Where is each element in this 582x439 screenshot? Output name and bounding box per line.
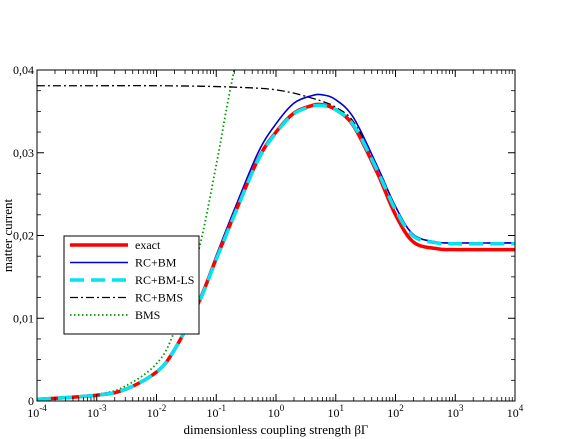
x-tick-label: 102 [387, 403, 404, 420]
x-tick-label: 103 [447, 403, 464, 420]
legend-label: RC+BM [135, 256, 177, 270]
x-tick-label: 10-3 [87, 403, 107, 420]
x-tick-label: 10-4 [27, 403, 47, 420]
series-layer [37, 70, 515, 401]
legend-box [63, 235, 200, 335]
x-tick-label: 101 [328, 403, 345, 420]
legend-label: RC+BMS [135, 291, 183, 305]
series-line-rc-bm-ls [37, 103, 515, 401]
x-tick-label: 104 [507, 403, 524, 420]
y-tick-label: 0,02 [13, 229, 34, 243]
x-tick-label: 10-1 [207, 403, 227, 420]
axes-layer: 10-4 10-3 10-2 10-1 100 101 102 103 104 0 0,01 0,02… [13, 63, 524, 420]
y-tick-label: 0,03 [13, 146, 34, 160]
x-tick-label: 10-2 [147, 403, 167, 420]
legend: exact RC+BM RC+BM-LS RC+BMS BMS [63, 235, 200, 335]
x-axis-label: dimensionless coupling strength βΓ [184, 422, 369, 437]
series-line-bms [37, 70, 236, 401]
y-tick-label: 0,01 [13, 311, 34, 325]
legend-label: exact [135, 238, 161, 252]
legend-label: RC+BM-LS [135, 273, 194, 287]
legend-label: BMS [135, 308, 160, 322]
x-tick-label: 100 [268, 403, 285, 420]
series-line-rc-bms [37, 85, 515, 244]
y-tick-label: 0 [28, 394, 34, 408]
y-tick-label: 0,04 [13, 63, 34, 77]
y-axis-label: matter current [0, 198, 15, 272]
